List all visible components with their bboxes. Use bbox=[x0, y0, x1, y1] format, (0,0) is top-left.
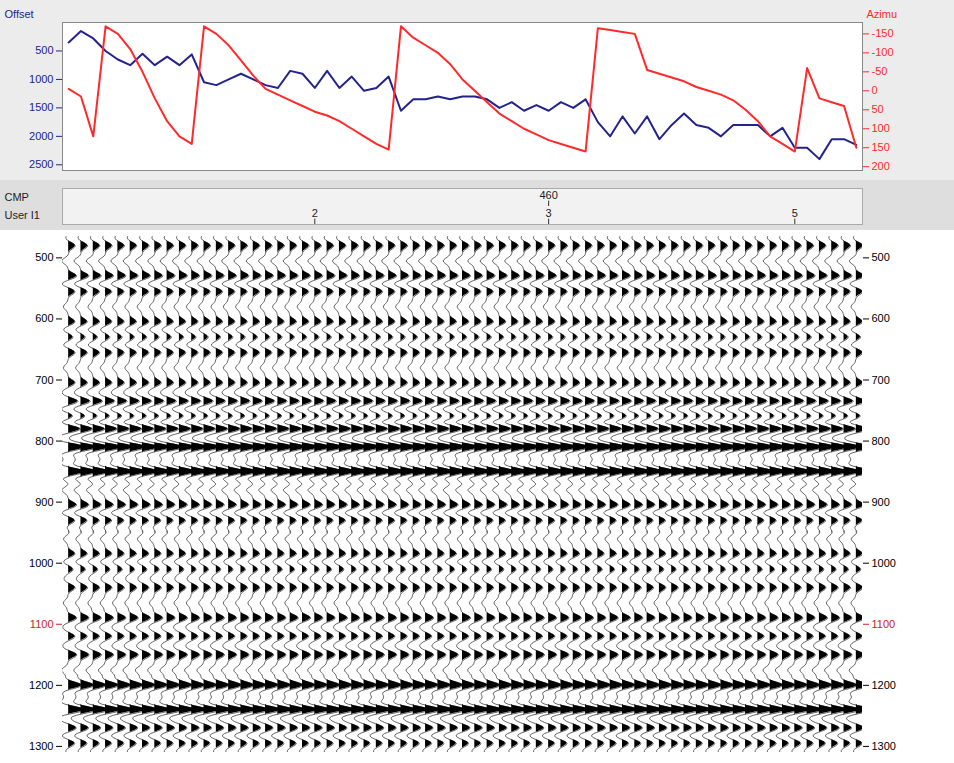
svg-text:5: 5 bbox=[792, 207, 798, 219]
svg-text:500: 500 bbox=[35, 251, 53, 263]
svg-text:1500: 1500 bbox=[29, 101, 53, 113]
svg-text:900: 900 bbox=[872, 496, 890, 508]
svg-text:3: 3 bbox=[546, 207, 552, 219]
svg-text:900: 900 bbox=[35, 496, 53, 508]
svg-text:User I1: User I1 bbox=[5, 209, 40, 221]
svg-text:700: 700 bbox=[35, 374, 53, 386]
svg-text:1000: 1000 bbox=[872, 557, 896, 569]
svg-text:200: 200 bbox=[872, 160, 890, 172]
svg-text:700: 700 bbox=[872, 374, 890, 386]
svg-text:2500: 2500 bbox=[29, 158, 53, 170]
svg-text:1200: 1200 bbox=[29, 679, 53, 691]
svg-text:600: 600 bbox=[872, 312, 890, 324]
svg-text:500: 500 bbox=[35, 44, 53, 56]
svg-text:0: 0 bbox=[872, 84, 878, 96]
svg-text:100: 100 bbox=[872, 122, 890, 134]
svg-text:800: 800 bbox=[872, 435, 890, 447]
svg-text:Offset: Offset bbox=[5, 8, 34, 20]
svg-text:1100: 1100 bbox=[872, 618, 896, 630]
svg-text:2000: 2000 bbox=[29, 130, 53, 142]
svg-text:CMP: CMP bbox=[5, 191, 29, 203]
svg-text:2: 2 bbox=[312, 207, 318, 219]
svg-text:800: 800 bbox=[35, 435, 53, 447]
svg-text:150: 150 bbox=[872, 141, 890, 153]
svg-text:-50: -50 bbox=[872, 65, 888, 77]
svg-text:1000: 1000 bbox=[29, 73, 53, 85]
svg-text:500: 500 bbox=[872, 251, 890, 263]
svg-text:1300: 1300 bbox=[29, 740, 53, 752]
svg-text:-150: -150 bbox=[872, 27, 894, 39]
svg-text:1100: 1100 bbox=[30, 618, 54, 630]
svg-text:1200: 1200 bbox=[872, 679, 896, 691]
svg-text:600: 600 bbox=[35, 312, 53, 324]
svg-text:460: 460 bbox=[539, 189, 557, 201]
svg-text:Azimu: Azimu bbox=[867, 8, 898, 20]
svg-text:1000: 1000 bbox=[29, 557, 53, 569]
svg-text:50: 50 bbox=[872, 103, 884, 115]
svg-text:1300: 1300 bbox=[872, 740, 896, 752]
svg-text:-100: -100 bbox=[872, 46, 894, 58]
